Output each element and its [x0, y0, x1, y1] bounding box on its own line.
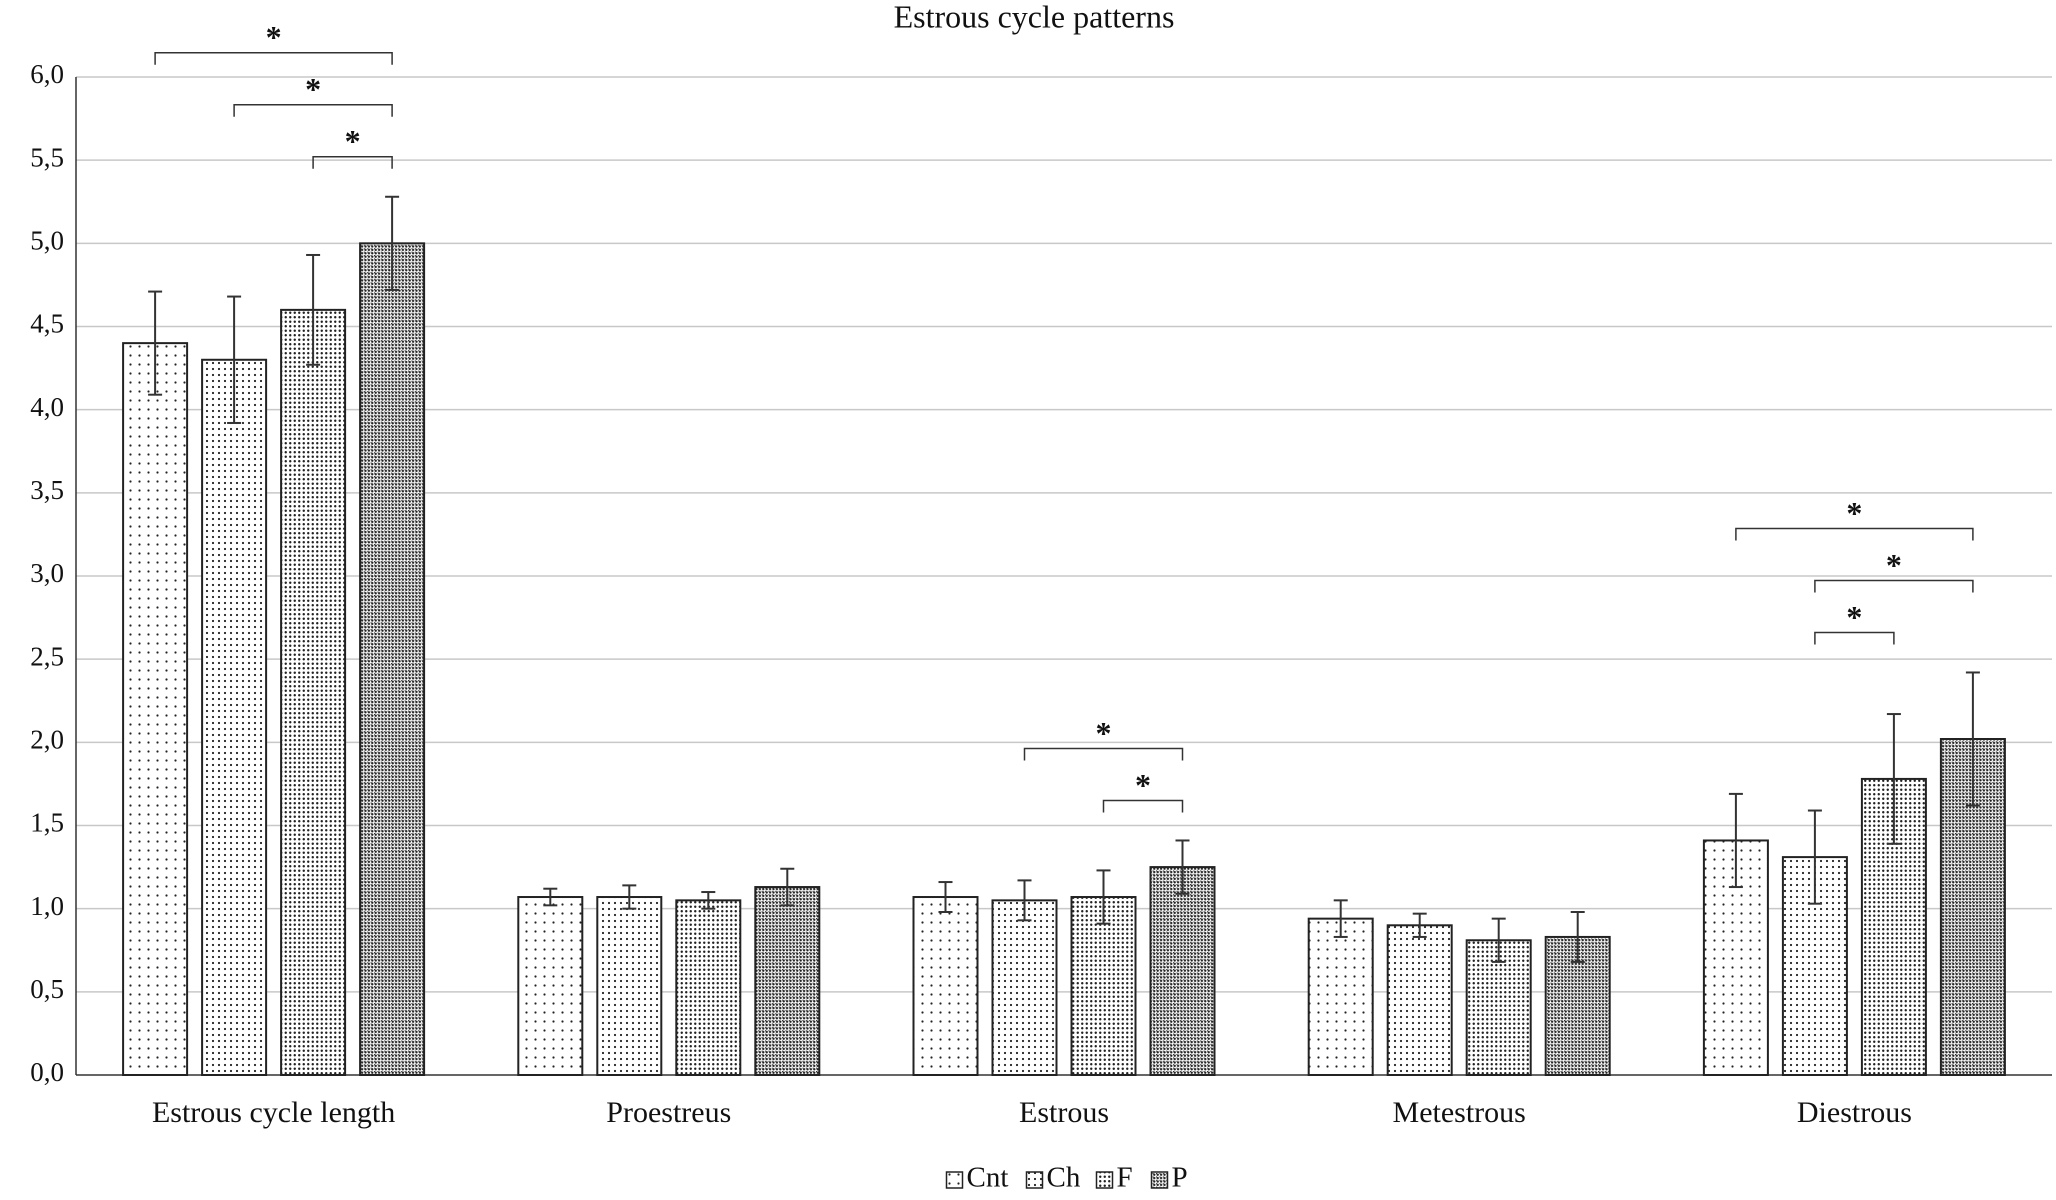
significance-label: *: [345, 123, 361, 159]
legend-label: Cnt: [967, 1162, 1009, 1194]
legend-swatch: [1095, 1171, 1114, 1189]
error-bar: [1570, 910, 1585, 963]
significance-bracket: [1023, 747, 1184, 761]
error-bar: [1886, 713, 1901, 845]
error-bar: [543, 887, 558, 907]
significance-label: *: [305, 71, 321, 107]
y-tick-label: 3,5: [30, 475, 64, 505]
bar: [517, 896, 584, 1076]
y-tick-label: 1,0: [30, 891, 64, 921]
error-bar: [1017, 879, 1032, 922]
bar: [359, 242, 426, 1077]
error-bar: [385, 195, 400, 291]
legend-label: F: [1117, 1162, 1133, 1194]
significance-label: *: [1135, 767, 1151, 803]
error-bar: [1728, 792, 1743, 889]
y-tick-label: 0,0: [30, 1057, 64, 1087]
error-bar: [622, 884, 637, 910]
bar: [1386, 924, 1453, 1076]
bar: [1307, 917, 1374, 1076]
bar: [1070, 896, 1137, 1076]
bar: [754, 886, 821, 1076]
significance-label: *: [1886, 547, 1902, 583]
x-tick-label: Estrous cycle length: [152, 1096, 395, 1129]
legend-label: Ch: [1047, 1162, 1081, 1194]
legend-swatch: [1025, 1171, 1044, 1189]
error-bar: [701, 891, 716, 910]
significance-label: *: [1096, 715, 1112, 751]
y-tick-label: 6,0: [30, 59, 64, 89]
x-tick-label: Metestrous: [1393, 1096, 1526, 1129]
x-tick-label: Estrous: [1019, 1096, 1109, 1129]
y-tick-label: 0,5: [30, 974, 64, 1004]
significance-label: *: [266, 19, 282, 55]
x-tick-label: Diestrous: [1797, 1096, 1912, 1129]
error-bar: [1412, 912, 1427, 938]
bar: [122, 342, 189, 1076]
y-tick-label: 2,0: [30, 725, 64, 755]
y-tick-label: 4,5: [30, 309, 64, 339]
error-bar: [780, 867, 795, 907]
significance-bracket: [154, 52, 393, 65]
legend-swatch: [1150, 1171, 1169, 1189]
legend-label: P: [1172, 1162, 1188, 1194]
y-tick-label: 3,0: [30, 558, 64, 588]
error-bar: [1807, 809, 1822, 905]
significance-bracket: [312, 156, 393, 169]
x-tick-label: Proestreus: [606, 1096, 731, 1129]
error-bar: [148, 290, 163, 396]
y-tick-label: 1,5: [30, 808, 64, 838]
bar: [991, 899, 1058, 1076]
bar: [912, 896, 979, 1076]
y-tick-label: 2,5: [30, 641, 64, 671]
bar: [1149, 866, 1216, 1076]
significance-bracket: [1814, 579, 1974, 593]
significance-bracket: [1814, 631, 1895, 645]
bar: [596, 896, 663, 1076]
error-bar: [1965, 671, 1980, 807]
y-tick-label: 5,5: [30, 142, 64, 172]
error-bar: [1333, 899, 1348, 938]
error-bar: [938, 881, 953, 913]
legend-swatch: [945, 1171, 964, 1189]
significance-label: *: [1846, 495, 1862, 531]
bar: [201, 358, 268, 1076]
bar: [675, 899, 742, 1076]
significance-bracket: [233, 104, 393, 117]
error-bar: [1175, 839, 1190, 895]
significance-label: *: [1846, 599, 1862, 635]
y-tick-label: 5,0: [30, 226, 64, 256]
error-bar: [1491, 917, 1506, 963]
error-bar: [306, 253, 321, 366]
chart-title: Estrous cycle patterns: [894, 0, 1175, 34]
significance-bracket: [1102, 799, 1184, 813]
bar: [280, 308, 347, 1077]
y-tick-label: 4,0: [30, 392, 64, 422]
error-bar: [1096, 869, 1111, 925]
error-bar: [227, 295, 242, 424]
significance-bracket: [1735, 527, 1974, 541]
